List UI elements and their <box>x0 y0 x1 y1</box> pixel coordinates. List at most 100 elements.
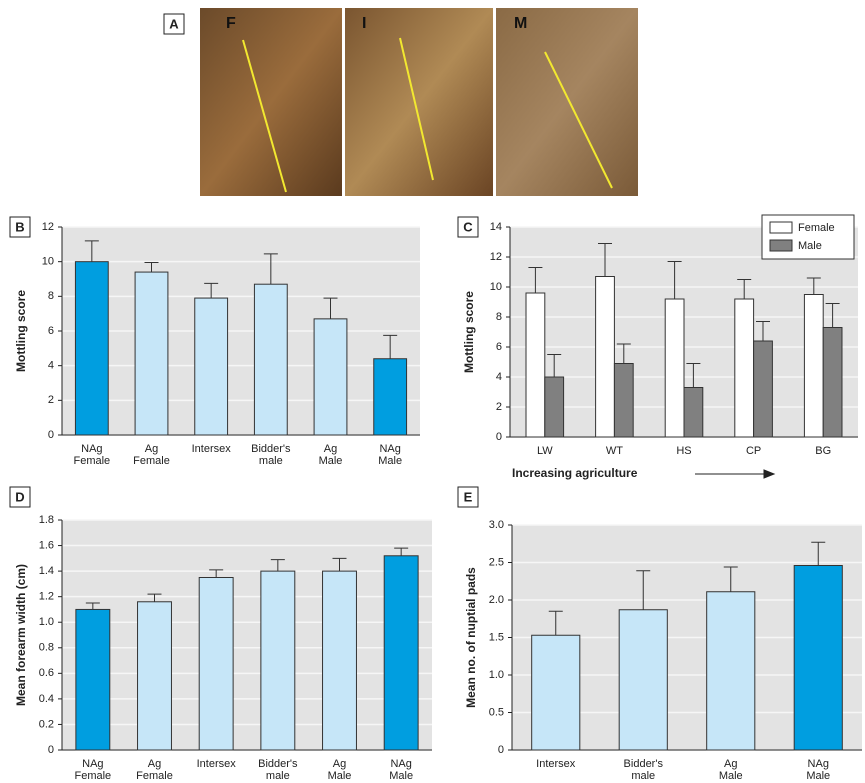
legend-swatch <box>770 222 792 233</box>
y-tick-label: 1.4 <box>39 565 54 577</box>
x-tick-label: Female <box>133 455 170 467</box>
x-tick-label: NAg <box>82 758 103 770</box>
bar <box>526 293 545 437</box>
x-tick-label: Ag <box>324 443 337 455</box>
x-tick-label: Intersex <box>197 758 237 770</box>
bar <box>138 602 172 750</box>
y-tick-label: 10 <box>42 256 54 268</box>
y-tick-label: 3.0 <box>489 519 504 531</box>
x-tick-label: Female <box>73 455 110 467</box>
y-tick-label: 2.0 <box>489 594 504 606</box>
x-tick-label: CP <box>746 445 761 457</box>
y-tick-label: 2.5 <box>489 556 504 568</box>
y-tick-label: 0 <box>48 429 54 441</box>
y-tick-label: 1.0 <box>39 616 54 628</box>
x-tick-label: Ag <box>145 443 158 455</box>
x-tick-label: Female <box>74 770 111 782</box>
x-tick-label: Ag <box>724 758 737 770</box>
x-tick-label: Male <box>319 455 343 467</box>
bar <box>596 277 615 438</box>
bar <box>199 578 233 751</box>
y-tick-label: 0.4 <box>39 693 54 705</box>
bar <box>665 299 684 437</box>
x-tick-label: Male <box>719 770 743 782</box>
x-tick-label: Male <box>806 770 830 782</box>
legend-swatch <box>770 240 792 251</box>
y-tick-label: 6 <box>496 341 502 353</box>
bar <box>75 262 108 435</box>
x-tick-label: Ag <box>148 758 161 770</box>
y-tick-label: 2 <box>496 401 502 413</box>
y-tick-label: 6 <box>48 325 54 337</box>
y-tick-label: 0.5 <box>489 706 504 718</box>
y-tick-label: 0 <box>498 744 504 756</box>
legend-label: Female <box>798 222 835 234</box>
x-tick-label: male <box>259 455 283 467</box>
bar <box>532 635 580 750</box>
x-tick-label: Bidder's <box>624 758 664 770</box>
y-tick-label: 0.6 <box>39 667 54 679</box>
bar <box>374 359 407 435</box>
y-tick-label: 0 <box>48 744 54 756</box>
x-tick-label: Intersex <box>192 443 232 455</box>
bar <box>823 328 842 438</box>
x-tick-label: Female <box>136 770 173 782</box>
panel-label: C <box>463 219 473 234</box>
bar <box>254 284 287 435</box>
y-tick-label: 1.2 <box>39 591 54 603</box>
y-axis-title: Mean no. of nuptial pads <box>464 567 478 708</box>
bar <box>735 299 754 437</box>
bar <box>261 571 295 750</box>
y-tick-label: 8 <box>496 311 502 323</box>
y-tick-label: 2 <box>48 394 54 406</box>
bar <box>135 272 168 435</box>
panel-label: A <box>169 16 179 31</box>
photo <box>345 8 493 196</box>
y-tick-label: 1.0 <box>489 669 504 681</box>
photo <box>496 8 638 196</box>
y-tick-label: 12 <box>42 221 54 233</box>
y-tick-label: 14 <box>490 221 502 233</box>
figure: A F I M B024681012Mottling scoreNAgFemal… <box>0 0 865 783</box>
axis-arrow <box>695 470 774 478</box>
x-tick-label: HS <box>676 445 691 457</box>
bar <box>384 556 418 750</box>
x-tick-label: NAg <box>390 758 411 770</box>
y-axis-title: Mean forearm width (cm) <box>14 564 28 706</box>
y-tick-label: 1.8 <box>39 514 54 526</box>
y-tick-label: 1.6 <box>39 539 54 551</box>
y-tick-label: 4 <box>48 360 54 372</box>
y-tick-label: 10 <box>490 281 502 293</box>
y-tick-label: 0 <box>496 431 502 443</box>
bar <box>794 566 842 751</box>
x-tick-label: Male <box>328 770 352 782</box>
bar <box>684 388 703 438</box>
bar <box>323 571 357 750</box>
legend-label: Male <box>798 240 822 252</box>
photo-label: I <box>362 15 366 32</box>
x-tick-label: male <box>631 770 655 782</box>
bar <box>614 364 633 438</box>
bar <box>76 609 110 750</box>
x-tick-label: Male <box>378 455 402 467</box>
photo-label: F <box>226 15 236 32</box>
photo <box>200 8 342 196</box>
x-tick-label: Intersex <box>536 758 576 770</box>
photo-label: M <box>514 15 527 32</box>
x-tick-label: Ag <box>333 758 346 770</box>
x-tick-label: Male <box>389 770 413 782</box>
bar <box>619 610 667 750</box>
x-tick-label: Bidder's <box>251 443 291 455</box>
y-tick-label: 0.2 <box>39 718 54 730</box>
panel-label: E <box>464 489 473 504</box>
bar <box>804 295 823 438</box>
bar <box>754 341 773 437</box>
panel-label: B <box>15 219 24 234</box>
x-tick-label: WT <box>606 445 623 457</box>
y-tick-label: 1.5 <box>489 631 504 643</box>
bar <box>195 298 228 435</box>
bar <box>707 592 755 750</box>
plot-area <box>62 520 432 750</box>
y-tick-label: 8 <box>48 290 54 302</box>
x-tick-label: male <box>266 770 290 782</box>
